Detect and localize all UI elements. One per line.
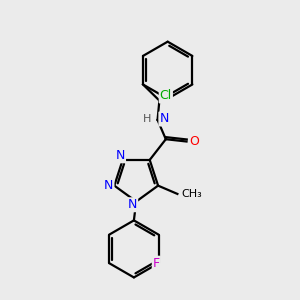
Text: N: N [116,149,125,162]
Text: N: N [104,179,113,192]
Text: N: N [128,198,137,211]
Text: F: F [153,257,160,270]
Text: CH₃: CH₃ [181,189,202,199]
Text: N: N [159,112,169,125]
Text: Cl: Cl [160,89,172,103]
Text: H: H [143,114,151,124]
Text: O: O [190,135,200,148]
